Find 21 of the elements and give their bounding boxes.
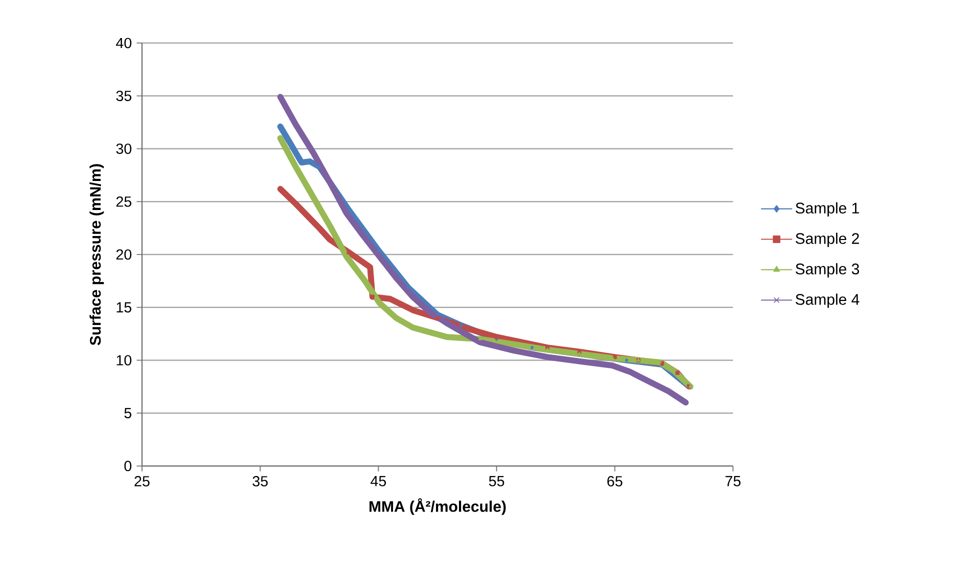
x-tick-label: 75 — [726, 476, 741, 486]
x-tick-label: 35 — [252, 476, 268, 486]
x-tick-label: 65 — [607, 476, 622, 486]
legend-label: Sample 4 — [796, 294, 860, 308]
x-axis-title: MMA (Å²/molecule) — [370, 498, 506, 515]
y-tick-label: 15 — [116, 302, 132, 312]
y-axis-title: Surface pressure (mN/m) — [90, 164, 104, 346]
y-tick-label: 25 — [116, 196, 132, 207]
y-tick-label: 20 — [116, 249, 132, 260]
legend-label: Sample 2 — [796, 232, 859, 248]
x-tick-label: 45 — [370, 476, 386, 486]
x-tick-label: 25 — [134, 476, 150, 486]
x-tick-label: 55 — [489, 476, 504, 486]
legend-label: Sample 3 — [796, 263, 860, 278]
y-tick-label: 0 — [124, 460, 132, 472]
y-tick-label: 5 — [124, 408, 132, 418]
legend-label: Sample 1 — [796, 202, 859, 217]
y-tick-label: 30 — [116, 144, 132, 154]
y-tick-label: 35 — [116, 90, 132, 102]
y-tick-label: 10 — [116, 355, 132, 366]
y-tick-label: 40 — [116, 38, 132, 48]
